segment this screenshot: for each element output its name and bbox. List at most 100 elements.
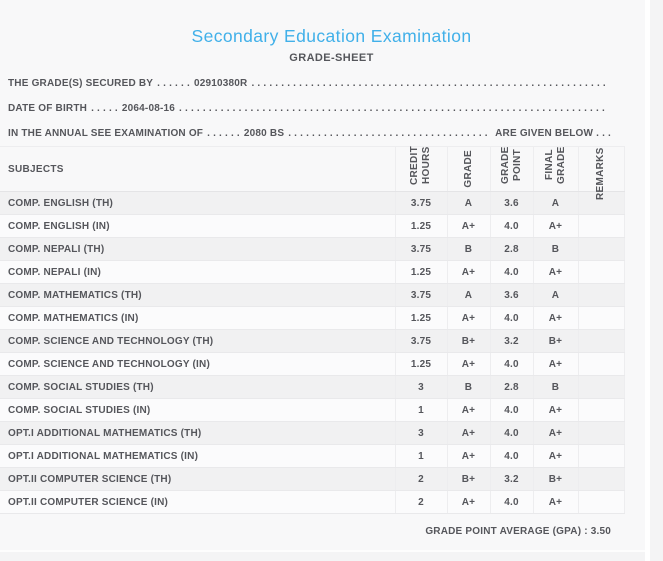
subject-cell: OPT.I ADDITIONAL MATHEMATICS (TH) — [0, 421, 395, 445]
grade-cell: A+ — [446, 306, 490, 330]
final-grade-cell: A — [532, 283, 578, 307]
subject-cell: COMP. SCIENCE AND TECHNOLOGY (IN) — [0, 352, 395, 376]
grade-cell: B — [446, 375, 490, 399]
right-gutter-strip — [645, 0, 650, 561]
subject-cell: COMP. SOCIAL STUDIES (TH) — [0, 375, 395, 399]
table-row: COMP. NEPALI (IN) 1.25 A+ 4.0 A+ — [0, 260, 625, 284]
column-header-grade: GRADE — [446, 146, 490, 192]
table-row: COMP. NEPALI (TH) 3.75 B 2.8 B — [0, 237, 625, 261]
final-grade-cell: B+ — [532, 467, 578, 491]
subject-cell: COMP. ENGLISH (TH) — [0, 191, 395, 215]
credit-hours-cell: 3.75 — [394, 237, 447, 261]
dotted-leader: . . . . . — [91, 103, 118, 114]
grade-point-cell: 2.8 — [489, 237, 533, 261]
credit-hours-cell: 1.25 — [394, 306, 447, 330]
final-grade-cell: A+ — [532, 421, 578, 445]
subject-cell: COMP. NEPALI (TH) — [0, 237, 395, 261]
grade-point-cell: 3.2 — [489, 329, 533, 353]
table-row: OPT.II COMPUTER SCIENCE (TH) 2 B+ 3.2 B+ — [0, 467, 625, 491]
grade-point-cell: 3.2 — [489, 467, 533, 491]
grade-point-cell: 4.0 — [489, 421, 533, 445]
table-header-row: SUBJECTS CREDIT HOURS GRADE GRADE POINT … — [0, 145, 625, 200]
info-label: THE GRADE(S) SECURED BY — [8, 78, 154, 89]
credit-hours-cell: 3.75 — [394, 283, 447, 307]
subject-cell: COMP. MATHEMATICS (IN) — [0, 306, 395, 330]
final-grade-cell: A+ — [532, 398, 578, 422]
info-line-grades-secured-by: THE GRADE(S) SECURED BY . . . . . . 0291… — [0, 71, 663, 96]
page-subtitle: GRADE-SHEET — [289, 52, 374, 64]
grade-cell: A+ — [446, 421, 490, 445]
table-row: OPT.II COMPUTER SCIENCE (IN) 2 A+ 4.0 A+ — [0, 490, 625, 514]
subject-cell: COMP. SCIENCE AND TECHNOLOGY (TH) — [0, 329, 395, 353]
right-gutter-edge — [650, 0, 663, 561]
remarks-cell — [577, 237, 625, 261]
info-label: IN THE ANNUAL SEE EXAMINATION OF — [8, 128, 204, 139]
grade-point-cell: 3.6 — [489, 191, 533, 215]
column-header-label: FINAL GRADE — [543, 146, 567, 184]
column-header-label: SUBJECTS — [8, 163, 64, 175]
remarks-cell — [577, 375, 625, 399]
credit-hours-cell: 3.75 — [394, 329, 447, 353]
vertical-header: GRADE POINT — [491, 142, 533, 188]
subject-cell: OPT.II COMPUTER SCIENCE (TH) — [0, 467, 395, 491]
final-grade-cell: A+ — [532, 306, 578, 330]
final-grade-cell: B — [532, 237, 578, 261]
credit-hours-cell: 3 — [394, 421, 447, 445]
remarks-cell — [577, 306, 625, 330]
grade-cell: A — [446, 283, 490, 307]
grade-point-cell: 4.0 — [489, 306, 533, 330]
dotted-leader: . . . . . . — [157, 78, 190, 89]
remarks-cell — [577, 467, 625, 491]
remarks-cell — [577, 352, 625, 376]
page-title: Secondary Education Examination — [191, 26, 472, 46]
column-header-credit-hours: CREDIT HOURS — [394, 145, 447, 192]
grade-cell: A+ — [446, 260, 490, 284]
column-header-grade-point: GRADE POINT — [489, 146, 533, 192]
subject-cell: COMP. MATHEMATICS (TH) — [0, 283, 395, 307]
credit-hours-cell: 2 — [394, 467, 447, 491]
grade-cell: A+ — [446, 214, 490, 238]
credit-hours-cell: 2 — [394, 490, 447, 514]
grade-cell: B — [446, 237, 490, 261]
credit-hours-cell: 1 — [394, 444, 447, 468]
grade-point-cell: 4.0 — [489, 352, 533, 376]
grade-cell: A+ — [446, 490, 490, 514]
table-row: COMP. MATHEMATICS (TH) 3.75 A 3.6 A — [0, 283, 625, 307]
subject-cell: COMP. ENGLISH (IN) — [0, 214, 395, 238]
credit-hours-cell: 3.75 — [394, 191, 447, 215]
grade-point-cell: 4.0 — [489, 490, 533, 514]
remarks-cell — [577, 283, 625, 307]
table-row: COMP. MATHEMATICS (IN) 1.25 A+ 4.0 A+ — [0, 306, 625, 330]
dotted-leader-fill: . . . . . . . . . . . . . . . . . . . . … — [288, 128, 489, 139]
column-header-label: CREDIT HOURS — [409, 145, 432, 185]
grade-cell: B+ — [446, 329, 490, 353]
symbol-number-value: 02910380R — [193, 78, 248, 89]
grade-point-cell: 4.0 — [489, 444, 533, 468]
grade-point-cell: 4.0 — [489, 260, 533, 284]
grade-cell: B+ — [446, 467, 490, 491]
remarks-cell — [577, 329, 625, 353]
credit-hours-cell: 1.25 — [394, 260, 447, 284]
final-grade-cell: A — [532, 191, 578, 215]
grade-table: SUBJECTS CREDIT HOURS GRADE GRADE POINT … — [0, 145, 625, 514]
exam-year-value: 2080 BS — [243, 128, 285, 139]
table-row: OPT.I ADDITIONAL MATHEMATICS (IN) 1 A+ 4.0 A… — [0, 444, 625, 468]
vertical-header: GRADE — [448, 150, 490, 188]
final-grade-cell: A+ — [532, 214, 578, 238]
vertical-header: CREDIT HOURS — [396, 142, 447, 188]
column-header-subjects: SUBJECTS — [0, 146, 395, 192]
grade-point-cell: 3.6 — [489, 283, 533, 307]
subject-cell: COMP. SOCIAL STUDIES (IN) — [0, 398, 395, 422]
table-row: COMP. SOCIAL STUDIES (IN) 1 A+ 4.0 A+ — [0, 398, 625, 422]
remarks-cell — [577, 214, 625, 238]
subject-cell: OPT.II COMPUTER SCIENCE (IN) — [0, 490, 395, 514]
info-suffix: ARE GIVEN BELOW . . . — [495, 128, 611, 139]
remarks-cell — [577, 421, 625, 445]
dotted-leader: . . . . . . — [207, 128, 240, 139]
subject-cell: OPT.I ADDITIONAL MATHEMATICS (IN) — [0, 444, 395, 468]
info-section: THE GRADE(S) SECURED BY . . . . . . 0291… — [0, 71, 663, 146]
footer-divider — [0, 550, 663, 561]
grade-point-cell: 4.0 — [489, 398, 533, 422]
column-header-label: REMARKS — [595, 147, 606, 200]
